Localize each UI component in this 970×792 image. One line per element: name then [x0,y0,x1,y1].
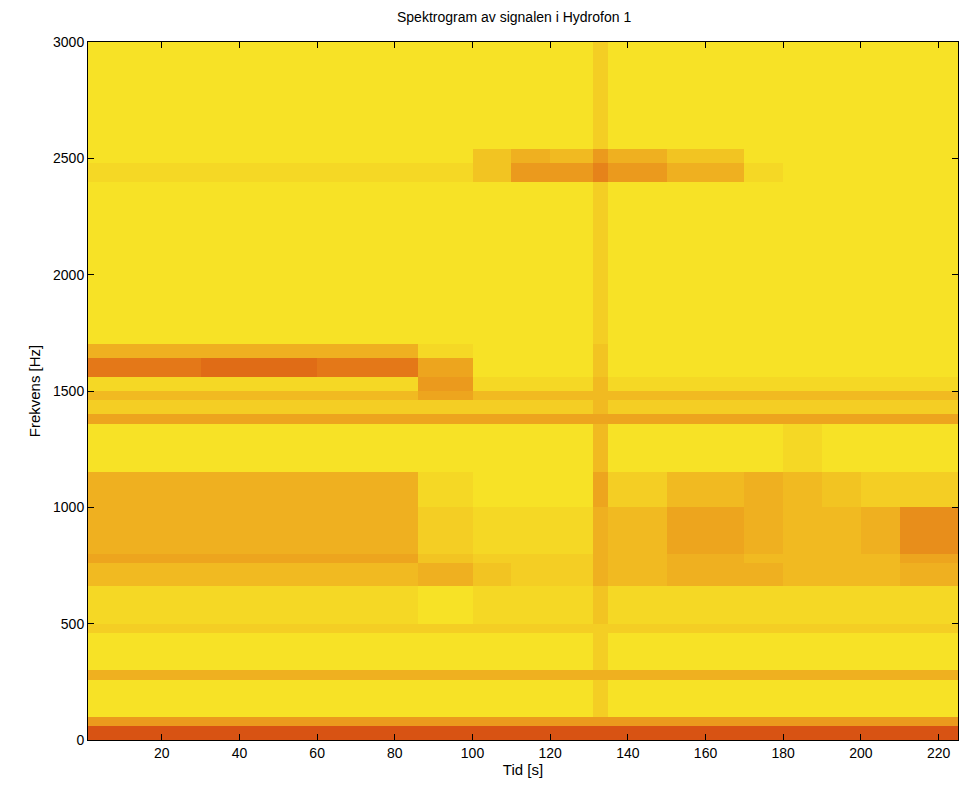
svg-text:0: 0 [76,732,84,748]
svg-text:3000: 3000 [53,34,84,50]
svg-text:60: 60 [309,745,325,761]
svg-text:1000: 1000 [53,499,84,515]
svg-text:Spektrogram av signalen i Hydr: Spektrogram av signalen i Hydrofon 1 [397,9,631,25]
svg-text:500: 500 [61,616,85,632]
svg-text:100: 100 [461,745,485,761]
svg-text:120: 120 [539,745,563,761]
svg-text:40: 40 [232,745,248,761]
svg-text:80: 80 [387,745,403,761]
svg-text:2000: 2000 [53,267,84,283]
svg-text:1500: 1500 [53,383,84,399]
svg-text:Frekvens [Hz]: Frekvens [Hz] [26,345,43,438]
svg-text:220: 220 [927,745,951,761]
svg-text:Tid [s]: Tid [s] [503,761,543,778]
svg-text:2500: 2500 [53,150,84,166]
svg-text:20: 20 [154,745,170,761]
svg-text:180: 180 [772,745,796,761]
svg-text:160: 160 [694,745,718,761]
svg-text:200: 200 [849,745,873,761]
svg-text:140: 140 [616,745,640,761]
